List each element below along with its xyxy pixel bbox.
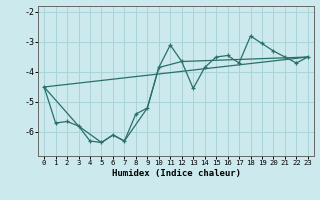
X-axis label: Humidex (Indice chaleur): Humidex (Indice chaleur): [111, 169, 241, 178]
